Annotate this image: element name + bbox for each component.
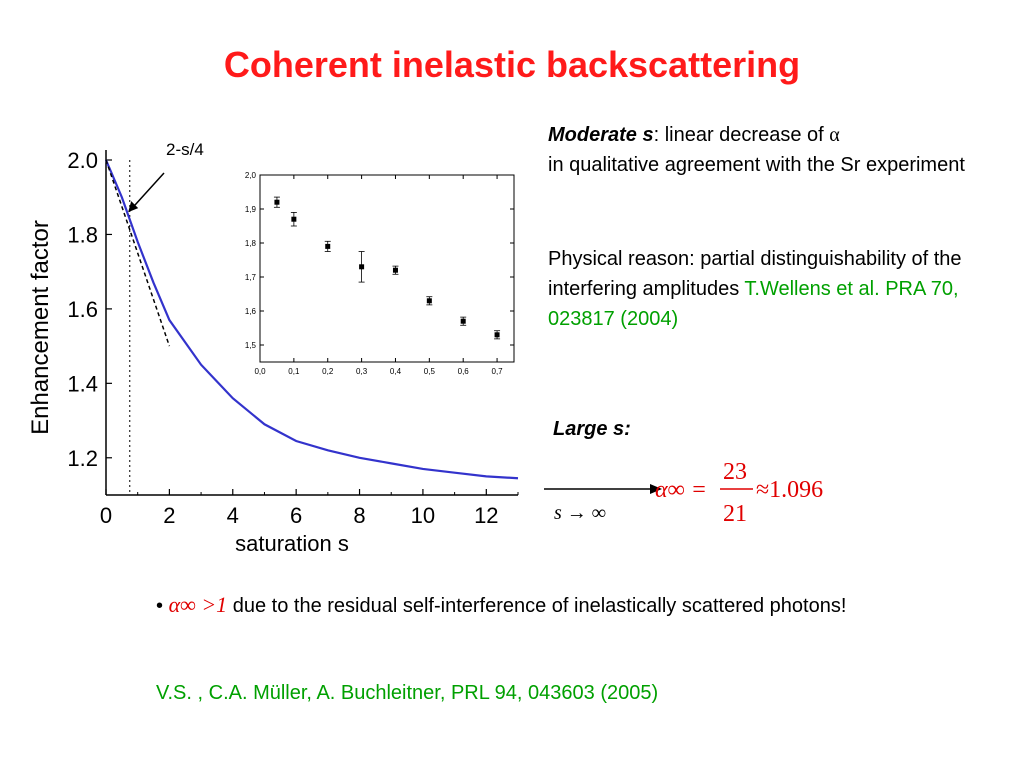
inset-data-point <box>359 264 365 270</box>
inset-x-tick-label: 0,6 <box>458 367 470 376</box>
formula-denominator: 21 <box>723 501 747 527</box>
reason-text: Physical reason: partial distinguishabil… <box>548 248 962 300</box>
bullet-math-alpha: α∞ <box>168 592 196 617</box>
moderate-s-text: Moderate s: linear decrease of α in qual… <box>548 120 978 180</box>
main-chart: 1.2 1.4 1.6 1.8 2.0 0 2 4 6 8 10 12 saturation s Enha… <box>18 135 528 570</box>
moderate-text-1: : linear decrease of <box>653 124 830 146</box>
large-s-heading: Large s: <box>553 418 631 440</box>
reference: V.S. , C.A. Müller, A. Buchleitner, PRL … <box>156 682 659 704</box>
alpha-symbol: α <box>829 124 840 146</box>
moderate-heading: Moderate s <box>548 124 654 146</box>
inset-y-tick-label: 1,9 <box>245 205 257 214</box>
arrow-label: s → ∞ <box>554 502 606 524</box>
bullet-text: due to the residual self-interference of… <box>227 595 847 617</box>
inset-data-point <box>494 332 500 338</box>
inset-y-tick-label: 1,8 <box>245 239 257 248</box>
inset-data-point <box>325 243 331 249</box>
formula: s → ∞ α∞ = 23 21 ≈1.096 <box>540 455 860 535</box>
inset-chart-svg: 1,5 1,6 1,7 1,8 1,9 2,0 0,0 0,1 0,2 0,3 0,4 0,5 0,6 0… <box>245 171 515 376</box>
annotation-arrowhead <box>128 201 139 213</box>
slide-title: Coherent inelastic backscattering <box>223 44 801 85</box>
annotation-arrow-line <box>131 172 165 209</box>
inset-x-tick-label: 0,3 <box>356 367 368 376</box>
inset-data-point <box>426 298 432 304</box>
inset-chart: 1,5 1,6 1,7 1,8 1,9 2,0 0,0 0,1 0,2 0,3 0,4 0,5 0,6 0… <box>232 165 522 392</box>
y-tick-label: 1.8 <box>67 222 98 247</box>
inset-y-tick-label: 1,7 <box>245 273 257 282</box>
x-axis-label: saturation s <box>235 531 349 556</box>
bullet-symbol: • <box>156 595 164 617</box>
bullet-math-rel: >1 <box>195 592 228 617</box>
x-tick-label: 4 <box>227 503 239 528</box>
y-tick-label: 1.4 <box>67 371 98 396</box>
moderate-text-2: in qualitative agreement with the Sr exp… <box>548 154 965 176</box>
y-tick-label: 1.6 <box>67 297 98 322</box>
inset-data-point <box>291 216 297 222</box>
formula-svg: s → ∞ α∞ = 23 21 ≈1.096 <box>544 459 823 527</box>
y-tick-label: 2.0 <box>67 148 98 173</box>
inset-x-tick-label: 0,2 <box>322 367 334 376</box>
inset-x-tick-label: 0,0 <box>254 367 266 376</box>
y-axis-label: Enhancement factor <box>27 220 54 435</box>
inset-data-point <box>460 318 466 324</box>
y-tick-label: 1.2 <box>67 446 98 471</box>
x-tick-label: 12 <box>474 503 498 528</box>
annotation-label: 2-s/4 <box>166 140 204 159</box>
limit-arrowhead <box>650 484 662 494</box>
x-tick-label: 0 <box>100 503 112 528</box>
reason-citation: T.Wellens et al. PRA 70, 023817 (2004) <box>548 278 959 330</box>
inset-data-point <box>392 267 398 273</box>
x-tick-label: 2 <box>163 503 175 528</box>
inset-frame <box>259 174 515 363</box>
enhancement-curve <box>104 159 519 480</box>
x-tick-label: 6 <box>290 503 302 528</box>
inset-x-tick-label: 0,4 <box>390 367 402 376</box>
inset-y-tick-label: 2,0 <box>245 171 257 180</box>
x-tick-label: 8 <box>353 503 365 528</box>
inset-y-tick-label: 1,5 <box>245 341 257 350</box>
inset-x-tick-label: 0,5 <box>424 367 436 376</box>
formula-approx: ≈1.096 <box>756 477 823 503</box>
bullet-point: • α∞ >1 due to the residual self-interfe… <box>156 590 856 621</box>
linear-approx-line <box>105 159 171 347</box>
main-chart-svg: 1.2 1.4 1.6 1.8 2.0 0 2 4 6 8 10 12 saturation s Enha… <box>27 148 519 556</box>
x-tick-label: 10 <box>411 503 435 528</box>
inset-x-tick-label: 0,7 <box>492 367 504 376</box>
physical-reason-text: Physical reason: partial distinguishabil… <box>548 244 978 334</box>
inset-x-tick-label: 0,1 <box>288 367 300 376</box>
formula-lhs: α∞ = <box>655 477 707 503</box>
inset-data-point <box>274 199 280 205</box>
inset-y-tick-label: 1,6 <box>245 307 257 316</box>
formula-numerator: 23 <box>723 459 747 485</box>
